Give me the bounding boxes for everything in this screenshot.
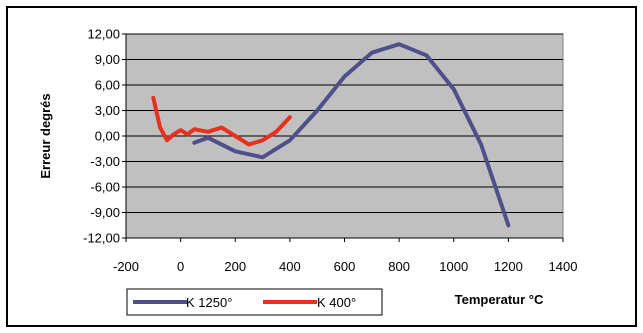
legend-label-k1250: K 1250°: [186, 295, 232, 310]
x-tick-label: 0: [177, 259, 184, 274]
x-tick-label: 1200: [494, 259, 523, 274]
x-tick-label: -200: [113, 259, 139, 274]
y-tick-label: 12,00: [87, 27, 120, 42]
legend: K 1250° K 400°: [126, 288, 383, 316]
x-tick-label: 600: [334, 259, 356, 274]
tick-labels: 12,00 9,00 6,00 3,00 0,00 -3,00 -6,00 -9,00 -12,…: [83, 27, 577, 275]
legend-label-k400: K 400°: [317, 295, 356, 310]
series-line-k1250: [192, 42, 511, 228]
y-tick-label: 0,00: [95, 129, 120, 144]
y-tick-label: -12,00: [83, 231, 120, 246]
x-tick-label: 1000: [439, 259, 468, 274]
x-axis-title: Temperatur °C: [455, 292, 544, 307]
y-tick-label: -3,00: [90, 154, 120, 169]
x-tick-label: 1400: [549, 259, 578, 274]
x-tick-label: 200: [224, 259, 246, 274]
y-tick-label: 3,00: [95, 103, 120, 118]
y-axis-title: Erreur degrés: [38, 93, 53, 178]
y-tick-label: 9,00: [95, 52, 120, 67]
series-line-k400: [151, 95, 292, 147]
x-tick-label: 400: [279, 259, 301, 274]
x-tick-label: 800: [388, 259, 410, 274]
series-lines: [151, 42, 511, 228]
y-tick-label: -9,00: [90, 205, 120, 220]
axes: [125, 34, 564, 242]
y-tick-label: 6,00: [95, 78, 120, 93]
y-tick-label: -6,00: [90, 180, 120, 195]
